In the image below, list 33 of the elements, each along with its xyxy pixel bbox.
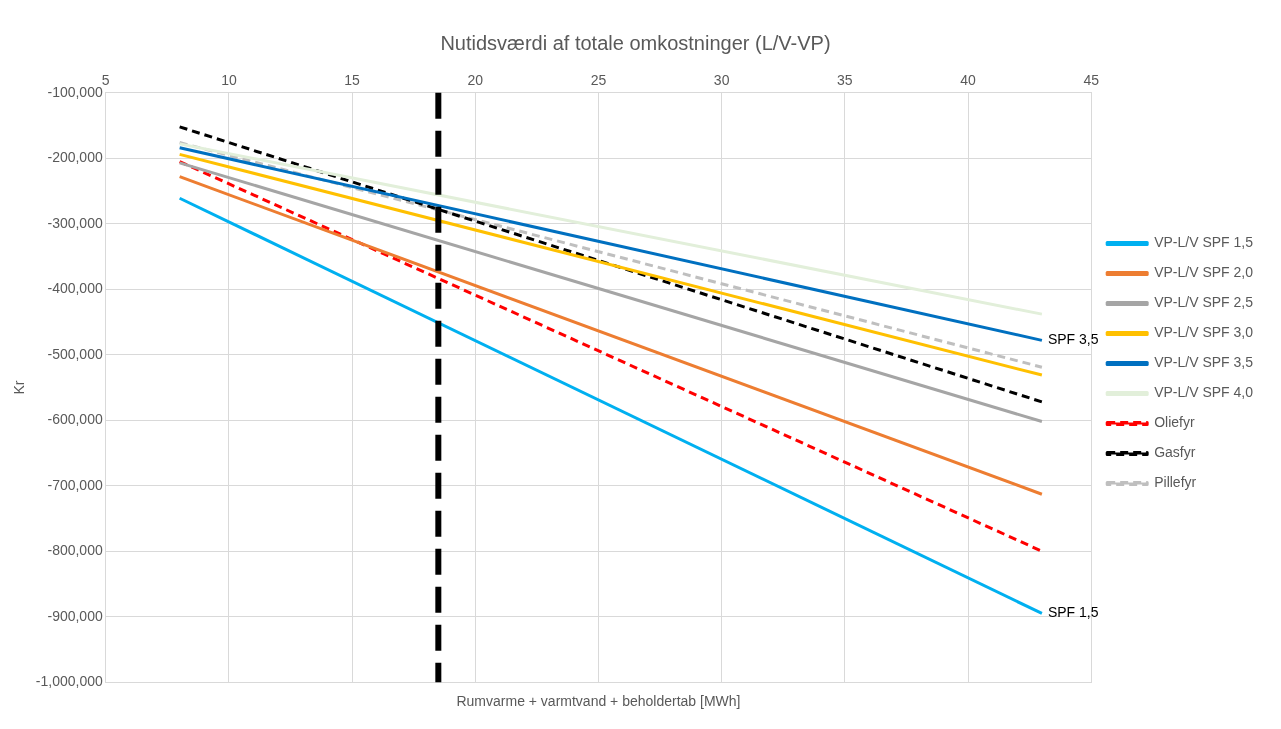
x-tick-label: 35 [837,72,853,89]
y-tick-label: -700,000 [47,476,103,493]
y-tick-label: -800,000 [47,542,103,559]
chart-title: Nutidsværdi af totale omkostninger (L/V-VP) [440,31,831,54]
legend-label: Gasfyr [1154,444,1196,461]
y-tick-label: -300,000 [47,214,103,231]
legend-label: VP-L/V SPF 3,5 [1154,354,1254,371]
x-tick-label: 10 [221,72,237,89]
annotation: SPF 1,5 [1047,604,1099,621]
x-tick-label: 20 [467,72,484,89]
x-tick-label: 40 [960,72,976,89]
y-axis-title: Kr [11,380,28,395]
x-tick-label: 5 [101,72,110,89]
y-tick-label: -600,000 [47,411,103,428]
x-tick-label: 30 [713,72,730,89]
y-tick-label: -900,000 [47,607,103,624]
x-tick-label: 15 [344,72,361,89]
legend-label: Pillefyr [1154,474,1197,491]
legend-label: VP-L/V SPF 2,5 [1154,294,1254,311]
x-tick-label: 45 [1083,72,1100,89]
y-tick-label: -100,000 [47,83,103,100]
x-tick-label: 25 [590,72,607,89]
legend-label: Oliefyr [1154,414,1195,431]
legend-label: VP-L/V SPF 3,0 [1154,324,1254,341]
x-axis-title: Rumvarme + varmtvand + beholdertab [MWh] [456,693,741,710]
legend-label: VP-L/V SPF 2,0 [1154,264,1254,281]
y-tick-label: -400,000 [47,280,103,297]
legend-label: VP-L/V SPF 1,5 [1154,234,1254,251]
y-tick-label: -200,000 [47,149,103,166]
y-tick-label: -500,000 [47,345,103,362]
annotation: SPF 3,5 [1047,331,1099,348]
y-tick-label: -1,000,000 [35,673,103,690]
legend-label: VP-L/V SPF 4,0 [1154,384,1254,401]
